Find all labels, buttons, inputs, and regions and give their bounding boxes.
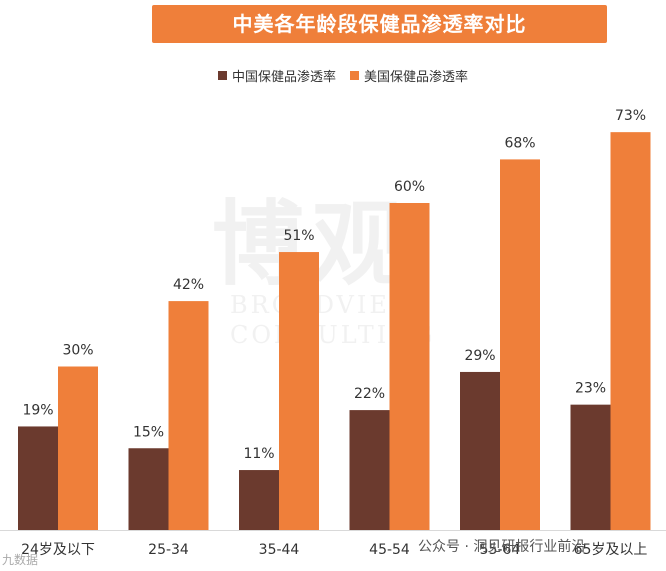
bar-china-2	[239, 470, 279, 530]
data-label-china-2: 11%	[243, 446, 274, 462]
x-tick-label-5: 65岁及以上	[574, 542, 648, 558]
x-tick-label-1: 25-34	[148, 542, 189, 558]
x-tick-label-3: 45-54	[369, 542, 410, 558]
legend-label-china: 中国保健品渗透率	[232, 69, 337, 85]
bar-us-1	[168, 301, 209, 530]
data-label-us-2: 51%	[283, 228, 314, 244]
x-tick-label-0: 24岁及以下	[21, 542, 95, 558]
bar-china-4	[460, 371, 500, 530]
data-label-china-3: 22%	[354, 386, 385, 402]
data-label-us-4: 68%	[504, 135, 535, 151]
data-label-china-4: 29%	[464, 348, 495, 364]
legend-label-us: 美国保健品渗透率	[364, 69, 469, 85]
legend-swatch-china	[218, 70, 227, 80]
data-label-us-5: 73%	[615, 108, 646, 124]
x-tick-label-2: 35-44	[259, 542, 300, 558]
data-label-china-1: 15%	[133, 424, 164, 440]
data-label-us-1: 42%	[173, 277, 204, 293]
bar-china-1	[128, 448, 169, 530]
data-label-us-0: 30%	[62, 343, 93, 359]
corner-mark: 九数据	[2, 553, 39, 567]
bar-us-2	[279, 252, 319, 531]
data-label-china-0: 19%	[22, 402, 53, 418]
data-label-china-5: 23%	[575, 381, 606, 397]
watermark-sub-line1: BROADVIEW	[230, 291, 418, 319]
bar-china-5	[570, 404, 611, 530]
chart-legend: 中国保健品渗透率 美国保健品渗透率	[218, 66, 476, 85]
bar-china-0	[18, 426, 58, 530]
legend-item-china: 中国保健品渗透率	[218, 66, 336, 85]
bar-us-4	[500, 159, 540, 530]
legend-item-us: 美国保健品渗透率	[350, 66, 468, 85]
title-banner	[152, 5, 607, 43]
bar-us-3	[389, 203, 430, 530]
bar-us-0	[58, 366, 98, 530]
chart-title: 中美各年龄段保健品渗透率对比	[232, 12, 527, 36]
x-tick-label-4: 55-64	[480, 542, 521, 558]
data-label-us-3: 60%	[394, 179, 425, 195]
bar-china-3	[349, 410, 390, 530]
bar-us-5	[610, 132, 651, 530]
source-note: 公众号 · 洞见研报行业前沿	[418, 539, 586, 555]
legend-swatch-us	[350, 70, 360, 80]
